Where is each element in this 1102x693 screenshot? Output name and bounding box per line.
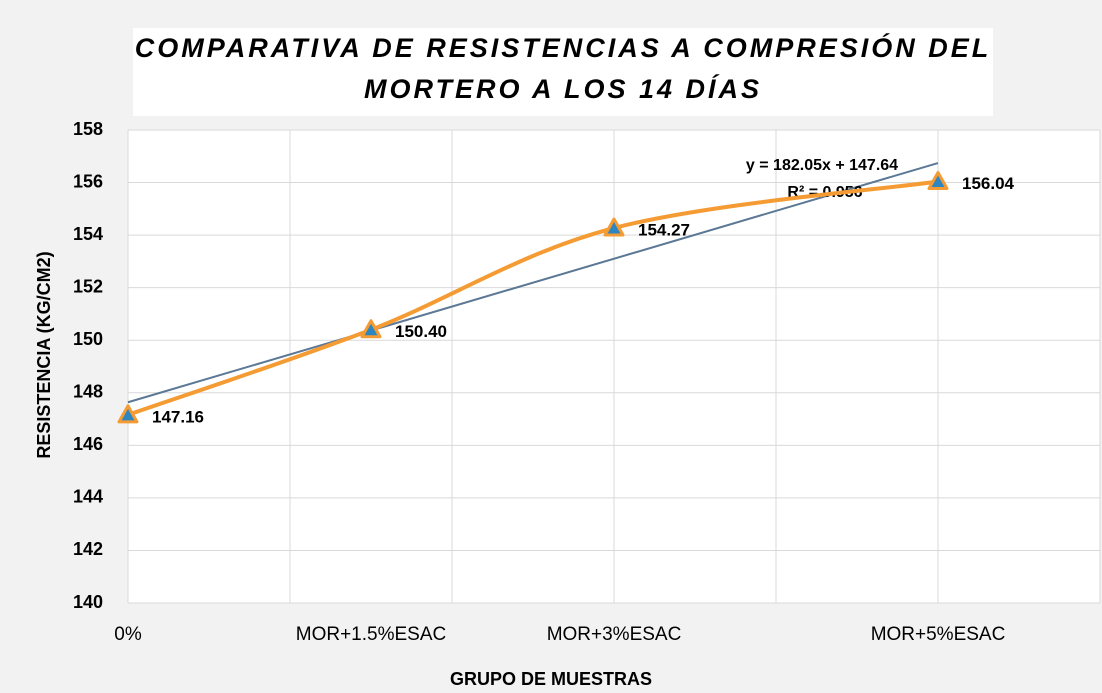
data-label: 147.16 — [152, 407, 204, 426]
y-tick-label: 154 — [73, 224, 103, 244]
x-tick-label: 0% — [114, 624, 142, 645]
x-axis-title: GRUPO DE MUESTRAS — [450, 669, 652, 689]
chart-title: MORTERO A LOS 14 DÍAS — [364, 73, 762, 104]
y-tick-label: 140 — [73, 592, 103, 612]
chart-title: COMPARATIVA DE RESISTENCIAS A COMPRESIÓN… — [135, 32, 992, 63]
y-axis-title: RESISTENCIA (KG/CM2) — [34, 251, 54, 458]
marker — [927, 171, 949, 191]
y-tick-label: 144 — [73, 487, 103, 507]
y-tick-label: 146 — [73, 434, 103, 454]
y-tick-label: 156 — [73, 171, 103, 191]
y-tick-label: 148 — [73, 382, 103, 402]
x-tick-label: MOR+3%ESAC — [547, 624, 682, 645]
data-label: 156.04 — [962, 174, 1015, 193]
x-tick-label: MOR+1.5%ESAC — [296, 624, 446, 645]
data-label: 150.40 — [395, 322, 447, 341]
y-tick-label: 142 — [73, 539, 103, 559]
x-tick-label: MOR+5%ESAC — [871, 624, 1006, 645]
marker — [360, 319, 382, 339]
marker — [117, 404, 139, 424]
line — [127, 179, 939, 417]
trendline-equation: y = 182.05x + 147.64 — [746, 157, 898, 174]
title-box — [133, 28, 993, 116]
y-tick-label: 150 — [73, 329, 103, 349]
data-label: 154.27 — [638, 221, 690, 240]
y-tick-label: 158 — [73, 119, 103, 139]
y-tick-label: 152 — [73, 276, 103, 296]
trendline — [127, 162, 939, 404]
marker — [603, 217, 625, 237]
